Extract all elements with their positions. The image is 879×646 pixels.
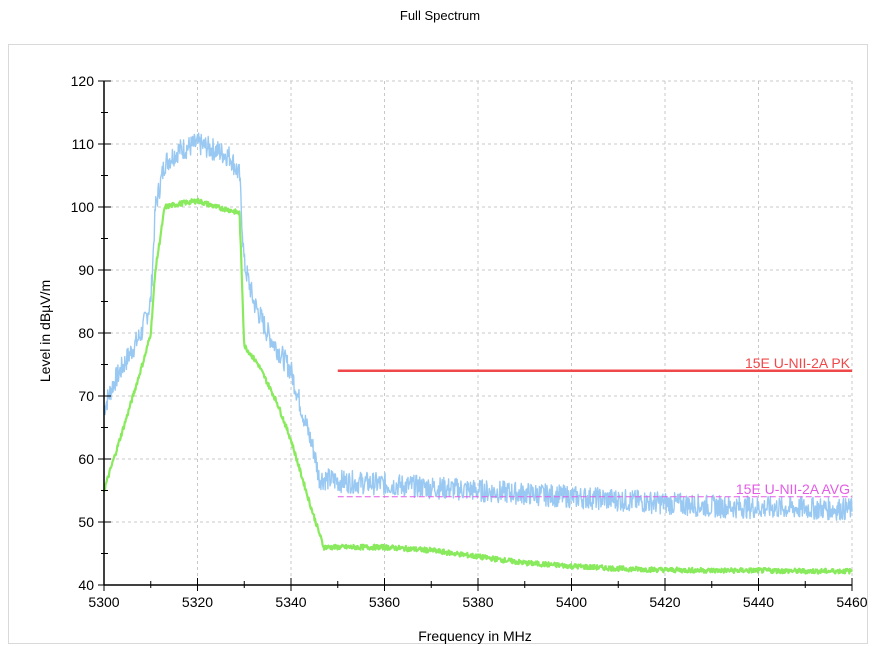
chart-frame	[8, 44, 868, 644]
y-tick-label: 50	[78, 514, 94, 530]
chart-title: Full Spectrum	[400, 8, 480, 23]
series-1-line	[103, 132, 853, 521]
x-tick-labels: 5300 5320 5340 5360 5380 5400 5420 5440 5460	[88, 594, 867, 610]
x-tick-label: 5360	[369, 594, 400, 610]
y-tick-label: 80	[78, 325, 94, 341]
y-tick-label: 60	[78, 451, 94, 467]
y-tick-label: 110	[72, 136, 95, 152]
y-tick-label: 100	[71, 199, 95, 215]
limit-lines: 15E U-NII-2A PK 15E U-NII-2A AVG	[337, 355, 852, 498]
x-axis-label: Frequency in MHz	[418, 628, 532, 644]
x-tick-label: 5300	[88, 594, 119, 610]
x-tick-label: 5320	[182, 594, 213, 610]
grid	[104, 80, 853, 585]
axes	[98, 80, 853, 591]
x-tick-label: 5340	[275, 594, 306, 610]
x-tick-label: 5460	[836, 594, 867, 610]
x-tick-label: 5420	[649, 594, 680, 610]
y-axis-label: Level in dBµV/m	[37, 280, 53, 382]
limit-line-label-1: 15E U-NII-2A PK	[745, 355, 851, 371]
y-tick-label: 90	[78, 262, 94, 278]
series-group	[102, 132, 853, 575]
y-tick-label: 40	[78, 577, 94, 593]
x-tick-label: 5400	[556, 594, 587, 610]
y-tick-labels: 40 50 60 70 80 90 100 110 120	[71, 73, 95, 593]
limit-line-label-2: 15E U-NII-2A AVG	[736, 481, 850, 497]
x-tick-label: 5380	[462, 594, 493, 610]
series-2-line	[102, 197, 853, 575]
y-tick-label: 70	[78, 388, 94, 404]
x-tick-label: 5440	[743, 594, 774, 610]
y-tick-label: 120	[71, 73, 95, 89]
